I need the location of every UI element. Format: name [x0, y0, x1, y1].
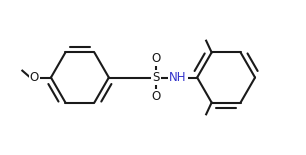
Text: O: O	[30, 71, 39, 84]
Text: O: O	[151, 90, 161, 103]
Text: S: S	[152, 71, 160, 84]
Text: O: O	[151, 52, 161, 65]
Text: NH: NH	[169, 71, 187, 84]
